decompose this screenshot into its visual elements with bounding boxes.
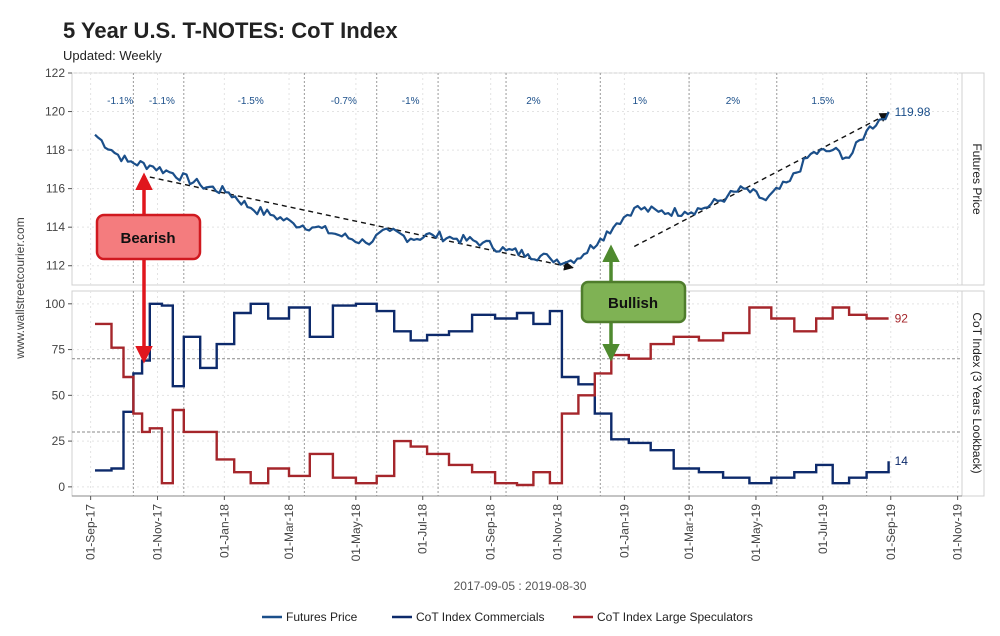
futures-y-axis: 112 114 116 118 120 122 — [45, 66, 72, 273]
legend: Futures Price CoT Index Commercials CoT In… — [262, 610, 753, 624]
cot-y-axis: 0 25 50 75 100 — [45, 297, 72, 494]
cot-strip — [961, 290, 985, 497]
cot-grid — [72, 291, 962, 496]
bearish-label: Bearish — [120, 230, 175, 247]
futures-y-tick-label: 122 — [45, 66, 65, 80]
cot-y-tick-label: 50 — [52, 388, 66, 402]
futures-end-label: 119.98 — [895, 105, 931, 119]
cot-series — [95, 302, 890, 487]
legend-item-label: Futures Price — [286, 610, 358, 624]
futures-y-tick-label: 118 — [46, 143, 65, 157]
futures-y-tick-label: 112 — [46, 259, 65, 273]
bullish-callout: Bullish — [580, 244, 687, 362]
period-change-label: 2% — [526, 96, 541, 107]
x-tick-label: 01-Sep-18 — [484, 504, 498, 560]
legend-item-label: CoT Index Large Speculators — [597, 610, 753, 624]
cot-reference-lines — [72, 358, 962, 433]
x-tick-label: 01-May-18 — [349, 504, 363, 562]
x-tick-label: 01-Nov-19 — [951, 504, 965, 560]
cot-y-tick-label: 0 — [58, 480, 65, 494]
futures-y-tick-label: 120 — [45, 105, 65, 119]
date-range-caption: 2017-09-05 : 2019-08-30 — [454, 579, 587, 593]
x-tick-label: 01-Nov-18 — [551, 504, 565, 560]
futures-strip-label: Futures Price — [970, 143, 984, 215]
futures-y-tick-label: 116 — [46, 182, 65, 196]
period-change-label: 1.5% — [811, 96, 834, 107]
source-label: www.wallstreetcourier.com — [13, 217, 27, 359]
period-change-label: -0.7% — [331, 96, 357, 107]
futures-series — [94, 111, 890, 266]
commercials-end-label: 14 — [895, 454, 909, 468]
period-change-label: 1% — [633, 96, 648, 107]
x-tick-label: 01-Sep-17 — [84, 504, 98, 560]
legend-item-label: CoT Index Commercials — [416, 610, 544, 624]
chart-subtitle: Updated: Weekly — [63, 48, 162, 63]
futures-price-line — [94, 111, 890, 266]
period-change-label: -1.1% — [149, 96, 175, 107]
x-tick-label: 01-Jan-18 — [217, 504, 231, 558]
bullish-label: Bullish — [608, 295, 658, 312]
trend-line — [633, 112, 890, 248]
cot-end-labels: 14 92 — [895, 311, 909, 468]
futures-y-tick-label: 114 — [46, 220, 65, 234]
cot-panel-background — [71, 290, 963, 497]
bearish-callout: Bearish — [95, 172, 202, 364]
cot-y-tick-label: 100 — [45, 297, 65, 311]
x-axis: 01-Sep-17 01-Nov-17 01-Jan-18 01-Mar-18 01-M… — [72, 495, 965, 562]
x-tick-label: 01-Mar-18 — [282, 504, 296, 560]
chart-title: 5 Year U.S. T-NOTES: CoT Index — [63, 18, 398, 43]
speculators-end-label: 92 — [895, 311, 909, 325]
x-tick-label: 01-Jul-19 — [816, 504, 830, 554]
x-tick-label: 01-Sep-19 — [884, 504, 898, 560]
commercials-line — [95, 302, 890, 485]
cot-strip-label: CoT Index (3 Years Lookback) — [970, 312, 984, 473]
futures-end-label-group: 119.98 — [895, 105, 931, 119]
period-change-labels: -1.1% -1.1% -1.5% -0.7% -1% 2% 1% 2% 1.5% — [107, 96, 834, 107]
x-tick-label: 01-May-19 — [749, 504, 763, 562]
period-change-label: -1.1% — [107, 96, 133, 107]
cot-y-tick-label: 75 — [52, 343, 66, 357]
x-tick-label: 01-Mar-19 — [682, 504, 696, 560]
speculators-line — [95, 306, 889, 487]
period-change-label: 2% — [726, 96, 741, 107]
futures-strip — [961, 72, 985, 286]
cot-y-tick-label: 25 — [52, 434, 66, 448]
period-change-label: -1.5% — [238, 96, 264, 107]
x-tick-label: 01-Nov-17 — [150, 504, 164, 560]
period-change-label: -1% — [402, 96, 420, 107]
bullish-box — [580, 280, 687, 324]
x-tick-label: 01-Jan-19 — [617, 504, 631, 558]
bearish-box — [95, 213, 202, 261]
x-tick-label: 01-Jul-18 — [416, 504, 430, 554]
cot-index-panel: 0 25 50 75 100 14 92 — [45, 290, 963, 497]
